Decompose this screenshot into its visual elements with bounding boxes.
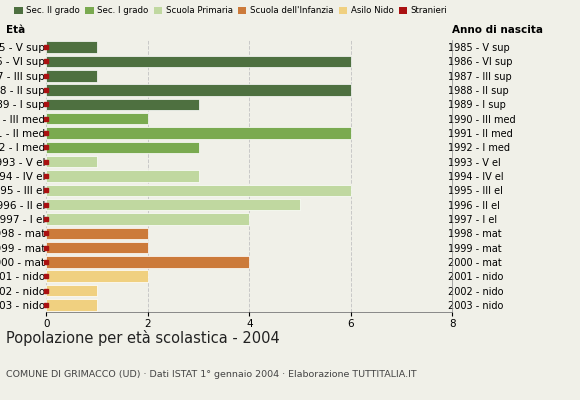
- Bar: [46, 127, 351, 139]
- Bar: [46, 42, 97, 53]
- Bar: [46, 56, 351, 67]
- Text: COMUNE DI GRIMACCO (UD) · Dati ISTAT 1° gennaio 2004 · Elaborazione TUTTITALIA.I: COMUNE DI GRIMACCO (UD) · Dati ISTAT 1° …: [6, 370, 416, 379]
- Bar: [46, 213, 249, 225]
- Bar: [46, 142, 198, 153]
- Legend: Sec. II grado, Sec. I grado, Scuola Primaria, Scuola dell'Infanzia, Asilo Nido, : Sec. II grado, Sec. I grado, Scuola Prim…: [14, 6, 447, 15]
- Bar: [46, 228, 148, 239]
- Bar: [46, 84, 351, 96]
- Bar: [46, 199, 300, 210]
- Bar: [46, 170, 198, 182]
- Bar: [46, 99, 198, 110]
- Bar: [46, 256, 249, 268]
- Bar: [46, 113, 148, 124]
- Bar: [46, 299, 97, 310]
- Bar: [46, 70, 97, 82]
- Bar: [46, 156, 97, 168]
- Bar: [46, 184, 351, 196]
- Text: Anno di nascita: Anno di nascita: [452, 24, 543, 34]
- Bar: [46, 270, 148, 282]
- Bar: [46, 285, 97, 296]
- Text: Popolazione per età scolastica - 2004: Popolazione per età scolastica - 2004: [6, 330, 280, 346]
- Text: Età: Età: [6, 24, 25, 34]
- Bar: [46, 242, 148, 253]
